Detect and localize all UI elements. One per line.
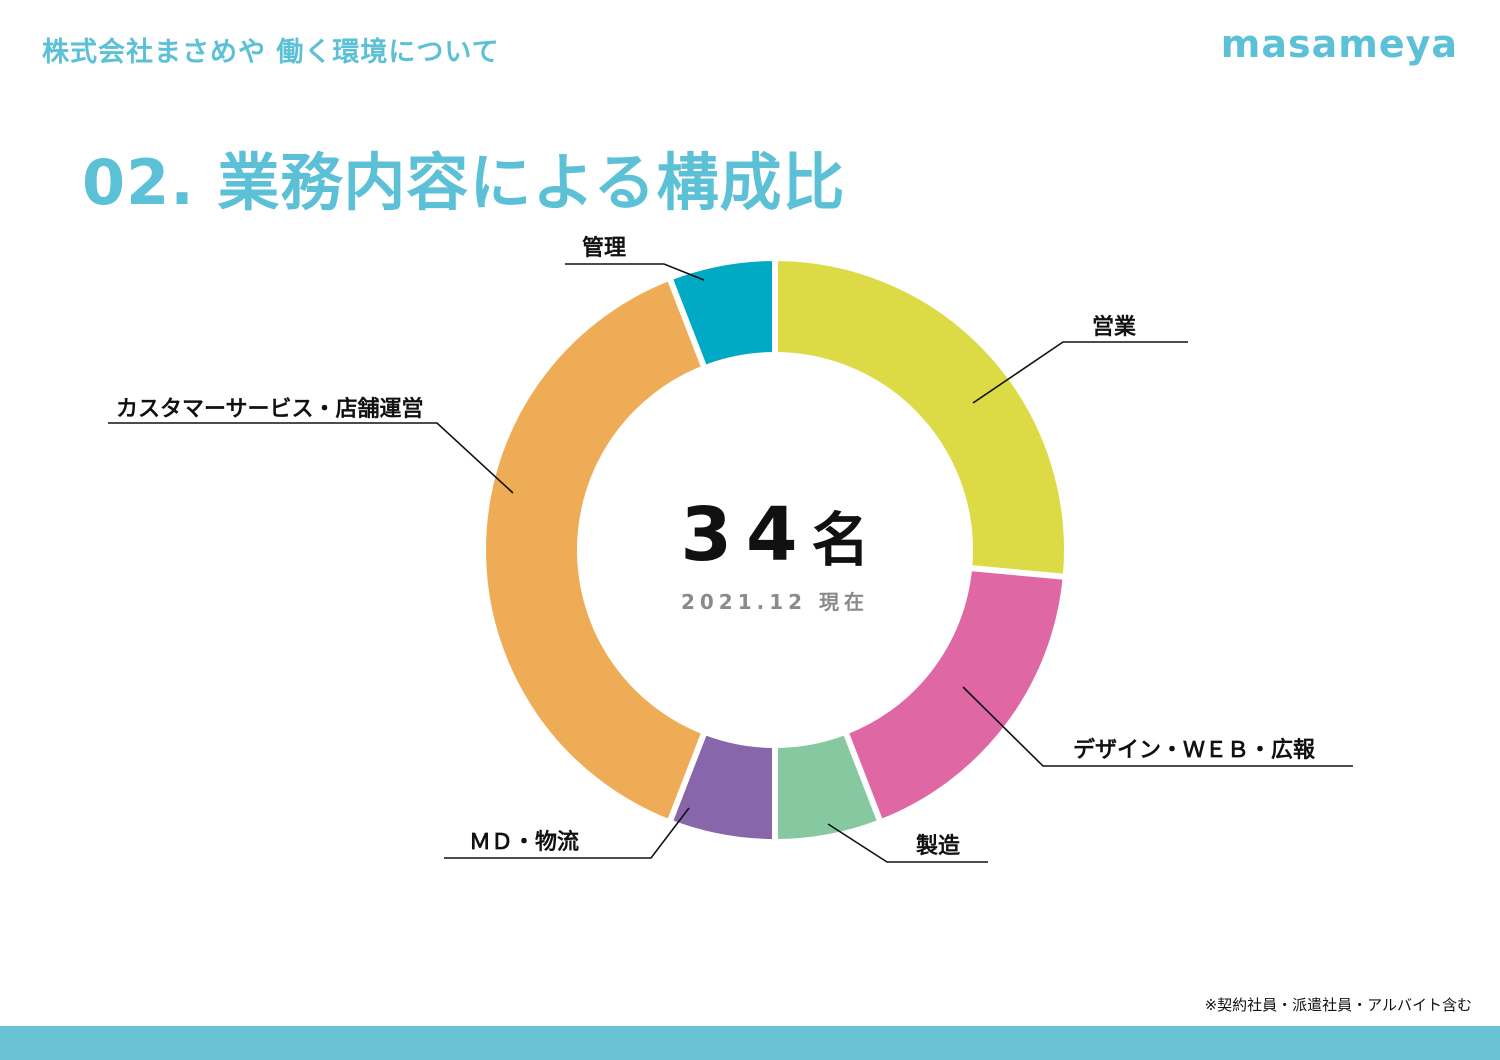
total-number: 34	[680, 492, 812, 578]
label-sales: 営業	[1092, 315, 1137, 340]
masameya-logo: masameya	[1220, 22, 1458, 66]
leader-line-cs	[108, 422, 514, 494]
label-md-logistics: ＭＤ・物流	[469, 830, 580, 855]
label-customer-service: カスタマーサービス・店舗運営	[116, 397, 424, 422]
footer-bar	[0, 1026, 1500, 1060]
segment-sales	[772, 254, 1070, 581]
total-unit: 名	[811, 506, 870, 574]
label-manufacturing: 製造	[916, 834, 961, 859]
total-count: 34名	[620, 492, 930, 578]
label-admin: 管理	[582, 236, 627, 261]
leader-line-design	[962, 686, 1353, 767]
leader-line-md	[444, 807, 690, 859]
label-design-web-pr: デザイン・ＷＥＢ・広報	[1073, 738, 1316, 763]
leader-lines	[108, 263, 1353, 863]
footnote: ※契約社員・派遣社員・アルバイト含む	[1204, 996, 1472, 1014]
page-title: 02. 業務内容による構成比	[82, 146, 846, 219]
as-of-date: 2021.12 現在	[680, 590, 870, 614]
donut-segments	[480, 254, 1070, 846]
leader-line-sales	[972, 341, 1188, 404]
leader-line-manufacturing	[827, 823, 988, 863]
header-title: 株式会社まさめや 働く環境について	[42, 37, 500, 68]
segment-customer-service	[480, 273, 709, 827]
segment-admin	[665, 254, 778, 373]
leader-line-admin	[565, 263, 705, 281]
